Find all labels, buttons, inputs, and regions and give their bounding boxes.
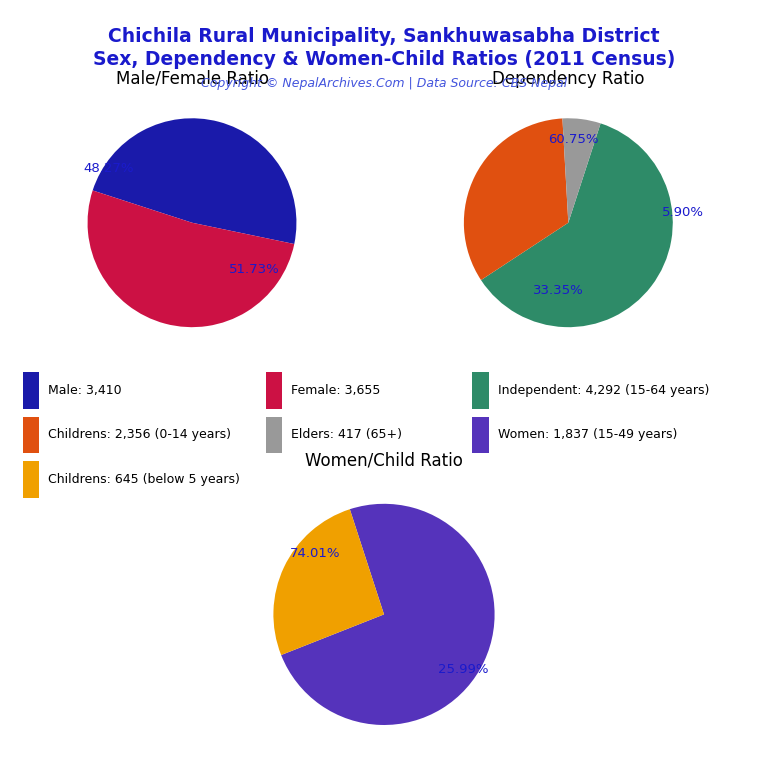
Wedge shape — [481, 124, 673, 327]
FancyBboxPatch shape — [23, 416, 39, 453]
Title: Women/Child Ratio: Women/Child Ratio — [305, 451, 463, 469]
Text: 5.90%: 5.90% — [662, 206, 704, 219]
FancyBboxPatch shape — [472, 416, 488, 453]
FancyBboxPatch shape — [23, 372, 39, 409]
Text: 48.27%: 48.27% — [83, 162, 134, 175]
Text: Women: 1,837 (15-49 years): Women: 1,837 (15-49 years) — [498, 429, 677, 442]
Text: Male: 3,410: Male: 3,410 — [48, 384, 121, 397]
Text: Independent: 4,292 (15-64 years): Independent: 4,292 (15-64 years) — [498, 384, 709, 397]
Text: Female: 3,655: Female: 3,655 — [291, 384, 380, 397]
Text: 74.01%: 74.01% — [290, 547, 341, 560]
Text: Childrens: 2,356 (0-14 years): Childrens: 2,356 (0-14 years) — [48, 429, 231, 442]
Text: Sex, Dependency & Women-Child Ratios (2011 Census): Sex, Dependency & Women-Child Ratios (20… — [93, 50, 675, 69]
Wedge shape — [281, 504, 495, 725]
Text: 33.35%: 33.35% — [532, 284, 583, 297]
FancyBboxPatch shape — [266, 416, 283, 453]
FancyBboxPatch shape — [266, 372, 283, 409]
Title: Dependency Ratio: Dependency Ratio — [492, 70, 644, 88]
Wedge shape — [93, 118, 296, 244]
Wedge shape — [464, 118, 568, 280]
FancyBboxPatch shape — [23, 461, 39, 498]
Title: Male/Female Ratio: Male/Female Ratio — [115, 70, 269, 88]
Text: Elders: 417 (65+): Elders: 417 (65+) — [291, 429, 402, 442]
FancyBboxPatch shape — [472, 372, 488, 409]
Wedge shape — [88, 190, 294, 327]
Text: 51.73%: 51.73% — [230, 263, 280, 276]
Text: Childrens: 645 (below 5 years): Childrens: 645 (below 5 years) — [48, 473, 240, 485]
Wedge shape — [562, 118, 601, 223]
Text: 60.75%: 60.75% — [548, 133, 599, 146]
Text: 25.99%: 25.99% — [439, 664, 489, 676]
Wedge shape — [273, 509, 384, 655]
Text: Chichila Rural Municipality, Sankhuwasabha District: Chichila Rural Municipality, Sankhuwasab… — [108, 27, 660, 46]
Text: Copyright © NepalArchives.Com | Data Source: CBS Nepal: Copyright © NepalArchives.Com | Data Sou… — [201, 77, 567, 90]
